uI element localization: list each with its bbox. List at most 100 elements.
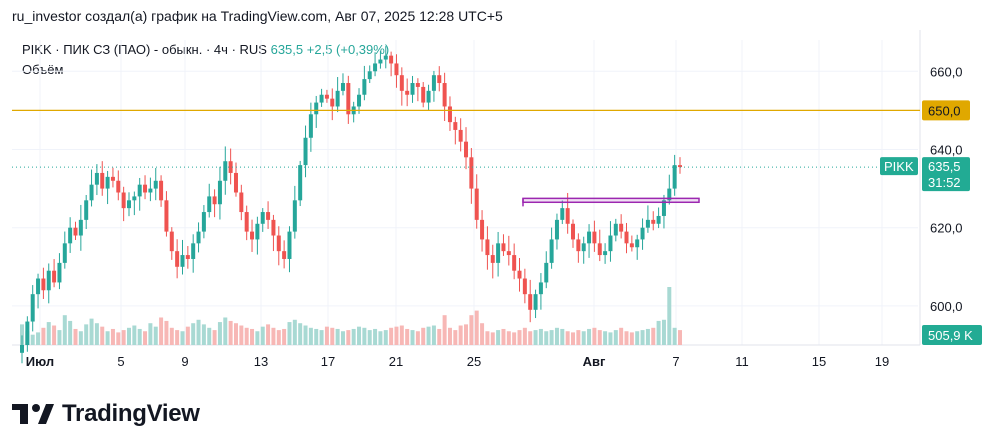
candle-body: [276, 235, 281, 252]
candle-body: [223, 161, 228, 181]
candle-body: [250, 231, 255, 240]
volume-bar: [41, 327, 46, 345]
volume-bar: [84, 324, 89, 345]
volume-bar: [185, 326, 190, 345]
candle-body: [410, 83, 415, 95]
candle-body: [554, 219, 559, 240]
volume-bar: [522, 327, 527, 345]
candle-body: [533, 294, 538, 310]
ticker-tag: [880, 157, 918, 176]
volume-bar: [244, 327, 249, 345]
candle-body: [196, 231, 201, 244]
candle-body: [212, 196, 217, 205]
candle-body: [68, 227, 73, 244]
volume-bar: [271, 327, 276, 345]
volume-bar: [458, 325, 463, 345]
candle-body: [367, 71, 372, 80]
candle-body: [36, 278, 41, 295]
candle-body: [394, 63, 399, 76]
x-tick-label: 17: [321, 354, 335, 369]
volume-bar: [501, 328, 506, 345]
volume-bar: [528, 331, 533, 345]
volume-bar: [426, 326, 431, 345]
legend-ticker[interactable]: PIKK: [22, 42, 52, 57]
volume-bar: [207, 327, 212, 345]
volume-bar: [153, 326, 158, 345]
candle-body: [512, 255, 517, 271]
volume-bar: [217, 322, 222, 345]
volume-bar: [469, 315, 474, 345]
volume-bar: [613, 330, 618, 345]
candle-body: [383, 55, 388, 60]
candle-body: [640, 227, 645, 240]
candle-body: [52, 270, 57, 283]
candle-body: [362, 79, 367, 95]
volume-bar: [276, 330, 281, 345]
candle-body: [447, 106, 452, 123]
volume-bar: [298, 323, 303, 345]
tradingview-logo[interactable]: TradingView: [12, 400, 200, 428]
x-tick-label: 9: [181, 354, 188, 369]
candle-body: [603, 251, 608, 256]
candle-body: [303, 137, 308, 166]
volume-bar: [110, 328, 115, 345]
candle-body: [217, 180, 222, 205]
candle-body: [464, 141, 469, 158]
volume-bar: [506, 331, 511, 345]
volume-bar: [30, 334, 35, 345]
volume-bar: [266, 324, 271, 345]
axis-labels: 505,9 K: [922, 325, 982, 345]
x-tick-label: 7: [672, 354, 679, 369]
candle-body: [319, 94, 324, 103]
candle-body: [255, 223, 260, 240]
volume-bar: [389, 327, 394, 345]
volume-bars: [20, 287, 682, 345]
volume-bar: [645, 328, 650, 345]
volume-bar: [581, 331, 586, 345]
volume-bar: [105, 331, 110, 345]
candle-body: [266, 212, 271, 220]
candle-body: [426, 90, 431, 103]
candle-body: [148, 188, 153, 193]
candle-body: [191, 243, 196, 259]
candle-body: [597, 243, 602, 256]
candle-body: [528, 294, 533, 310]
candle-body: [678, 165, 682, 168]
candle-body: [308, 114, 313, 138]
candle-body: [474, 188, 479, 220]
candle-body: [357, 94, 362, 107]
volume-bar: [175, 330, 180, 345]
volume-bar: [196, 319, 201, 345]
volume-bar: [608, 332, 613, 345]
volume-bar: [362, 327, 367, 345]
candle-body: [458, 129, 463, 142]
volume-bar: [474, 310, 479, 345]
volume-bar: [169, 327, 174, 345]
candle-body: [469, 157, 474, 189]
volume-bar: [592, 327, 597, 345]
volume-bar: [635, 331, 640, 345]
x-tick-label: Авг: [583, 354, 606, 369]
volume-bar: [239, 325, 244, 345]
candle-body: [207, 196, 212, 213]
volume-bar: [490, 332, 495, 345]
volume-bar: [661, 319, 666, 345]
ticker-tag-text: PIKK: [884, 159, 914, 174]
rectangle-drawing: [522, 197, 700, 204]
candle-body: [587, 231, 592, 244]
volume-bar: [656, 320, 661, 345]
volume-bar: [233, 323, 238, 345]
volume-bar: [651, 327, 656, 345]
candle-body: [335, 90, 340, 107]
volume-bar: [292, 319, 297, 345]
candle-body: [175, 251, 180, 267]
x-tick-label: Июл: [26, 354, 54, 369]
legend-interval[interactable]: 4ч: [213, 42, 228, 57]
candle-body: [62, 243, 67, 263]
symbol-legend: PIKK · ПИК СЗ (ПАО) - обыкн. · 4ч · RUS …: [22, 42, 389, 57]
tradingview-wordmark: TradingView: [62, 400, 200, 427]
volume-bar: [619, 327, 624, 345]
candle-body: [25, 321, 30, 345]
candle-body: [442, 83, 447, 107]
